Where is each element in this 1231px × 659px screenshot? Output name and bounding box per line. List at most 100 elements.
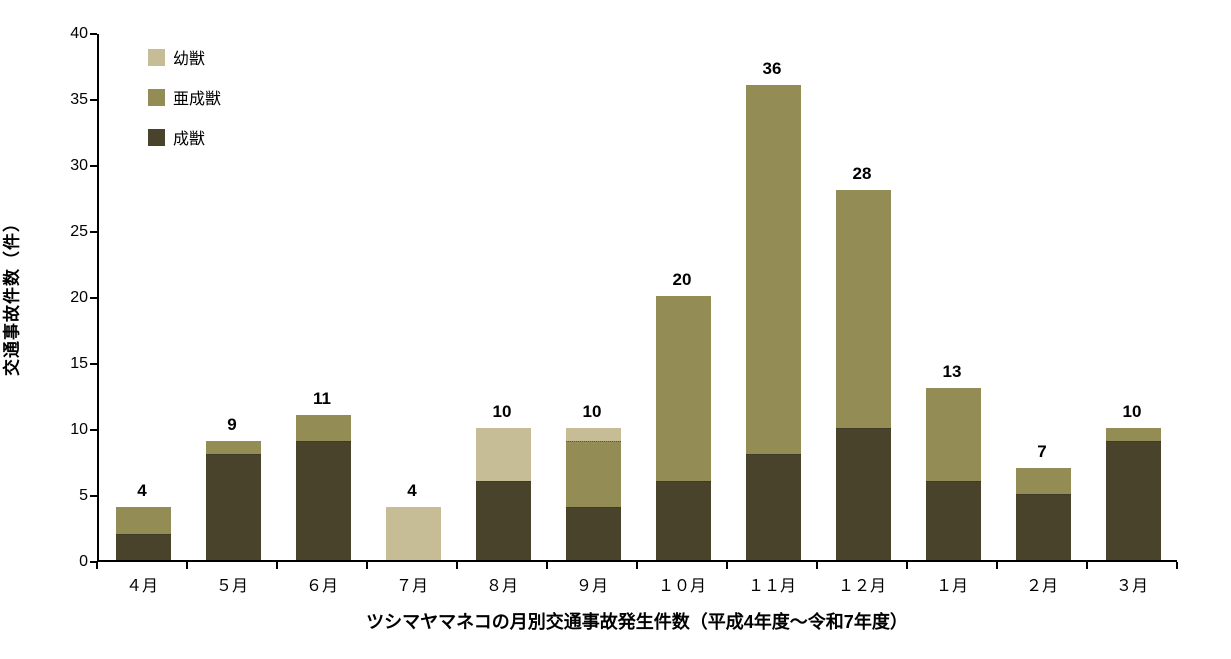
x-axis-label: ２月 bbox=[1025, 578, 1058, 595]
x-axis-label: １０月 bbox=[657, 578, 706, 595]
y-tick-label: 30 bbox=[70, 157, 88, 174]
y-tick-label: 40 bbox=[70, 25, 88, 42]
legend-swatch-成獣 bbox=[148, 128, 165, 146]
bar-segment-成獣 bbox=[745, 454, 801, 560]
legend-label: 幼獣 bbox=[173, 51, 206, 68]
x-tick-mark bbox=[276, 562, 278, 569]
legend-label: 成獣 bbox=[173, 131, 206, 148]
bar-segment-成獣 bbox=[655, 480, 711, 560]
x-tick-mark bbox=[456, 562, 458, 569]
bar-value-label: 36 bbox=[762, 58, 782, 78]
legend-item: 成獣 bbox=[148, 124, 221, 150]
bar-value-label: 20 bbox=[672, 270, 692, 289]
bar-segment-成獣 bbox=[1015, 494, 1071, 560]
bar-value-label: 11 bbox=[313, 388, 331, 408]
bar bbox=[115, 507, 171, 560]
y-tick-mark bbox=[90, 561, 97, 563]
bar-segment-亜成獣 bbox=[565, 441, 621, 508]
bar-segment-成獣 bbox=[925, 480, 981, 560]
y-tick-mark bbox=[90, 495, 97, 497]
x-tick-mark bbox=[636, 562, 638, 569]
bar-segment-亜成獣 bbox=[1015, 467, 1071, 494]
bar bbox=[835, 190, 891, 560]
bar bbox=[655, 296, 711, 560]
bar-segment-成獣 bbox=[295, 441, 351, 560]
bar bbox=[385, 507, 441, 560]
x-axis-label: ４月 bbox=[125, 578, 158, 595]
bar-value-label: 13 bbox=[942, 362, 962, 382]
x-axis-label: ９月 bbox=[575, 578, 608, 595]
y-axis-title: 交通事故件数（件） bbox=[2, 214, 22, 376]
bar-value-label: 7 bbox=[1037, 441, 1047, 461]
legend-item: 幼獣 bbox=[148, 44, 221, 70]
bar-segment-幼獣 bbox=[475, 428, 531, 481]
x-axis-label: ７月 bbox=[395, 578, 428, 595]
bar-segment-成獣 bbox=[475, 480, 531, 560]
x-tick-mark bbox=[906, 562, 908, 569]
bar-value-label: 4 bbox=[407, 481, 417, 501]
bar-segment-亜成獣 bbox=[1105, 428, 1161, 442]
bar-segment-亜成獣 bbox=[115, 507, 171, 534]
bar-value-label: 10 bbox=[492, 402, 512, 421]
bar-segment-亜成獣 bbox=[925, 388, 981, 481]
y-tick-label: 15 bbox=[70, 355, 88, 372]
bar-segment-成獣 bbox=[835, 428, 891, 560]
y-tick-mark bbox=[90, 33, 97, 35]
bar-segment-亜成獣 bbox=[745, 84, 801, 455]
bar-value-label: 4 bbox=[137, 481, 147, 501]
y-tick-mark bbox=[90, 165, 97, 167]
bar-value-label: 9 bbox=[227, 415, 237, 435]
legend-label: 亜成獣 bbox=[173, 91, 222, 108]
bar-segment-亜成獣 bbox=[655, 296, 711, 481]
bar-segment-幼獣 bbox=[565, 428, 621, 442]
x-tick-mark bbox=[726, 562, 728, 569]
bar-segment-成獣 bbox=[1105, 441, 1161, 560]
plot-area bbox=[97, 34, 1177, 562]
bar bbox=[205, 441, 261, 560]
bar bbox=[1015, 467, 1071, 560]
x-axis-label: １月 bbox=[935, 578, 968, 595]
bar-value-label: 28 bbox=[852, 164, 872, 184]
legend-swatch-亜成獣 bbox=[148, 88, 165, 106]
bar bbox=[745, 84, 801, 560]
bar-segment-幼獣 bbox=[385, 507, 441, 560]
x-axis-label: ５月 bbox=[215, 578, 248, 595]
x-tick-mark bbox=[186, 562, 188, 569]
y-tick-mark bbox=[90, 297, 97, 299]
y-tick-label: 5 bbox=[79, 487, 88, 504]
bar-value-label: 10 bbox=[582, 402, 602, 421]
x-tick-mark bbox=[1176, 562, 1178, 569]
chart-title: ツシマヤマネコの月別交通事故発生件数（平成4年度～令和7年度） bbox=[366, 612, 908, 632]
y-tick-label: 25 bbox=[70, 223, 88, 240]
bar-segment-成獣 bbox=[205, 454, 261, 560]
bar bbox=[925, 388, 981, 560]
bar-segment-成獣 bbox=[115, 533, 171, 560]
x-tick-mark bbox=[546, 562, 548, 569]
y-tick-label: 10 bbox=[70, 421, 88, 438]
bar-segment-成獣 bbox=[565, 507, 621, 560]
legend-swatch-幼獣 bbox=[148, 48, 165, 66]
legend-item: 亜成獣 bbox=[148, 84, 221, 110]
x-axis-label: ３月 bbox=[1115, 578, 1148, 595]
x-axis-label: １１月 bbox=[747, 578, 796, 595]
bar-segment-亜成獣 bbox=[205, 441, 261, 455]
bar-value-label: 10 bbox=[1122, 402, 1142, 421]
bar bbox=[475, 428, 531, 560]
x-axis-label: ６月 bbox=[305, 578, 338, 595]
x-tick-mark bbox=[816, 562, 818, 569]
y-tick-mark bbox=[90, 429, 97, 431]
bar bbox=[1105, 428, 1161, 560]
bar-segment-亜成獣 bbox=[295, 414, 351, 442]
x-tick-mark bbox=[996, 562, 998, 569]
y-tick-mark bbox=[90, 363, 97, 365]
y-tick-mark bbox=[90, 231, 97, 233]
x-tick-mark bbox=[96, 562, 98, 569]
y-tick-label: 20 bbox=[70, 289, 88, 306]
y-tick-label: 35 bbox=[70, 91, 88, 108]
x-axis-label: １２月 bbox=[837, 578, 886, 595]
y-tick-label: 0 bbox=[79, 553, 88, 570]
x-axis-label: ８月 bbox=[485, 578, 518, 595]
bar bbox=[295, 414, 351, 560]
legend: 幼獣 亜成獣 成獣 bbox=[148, 44, 221, 164]
